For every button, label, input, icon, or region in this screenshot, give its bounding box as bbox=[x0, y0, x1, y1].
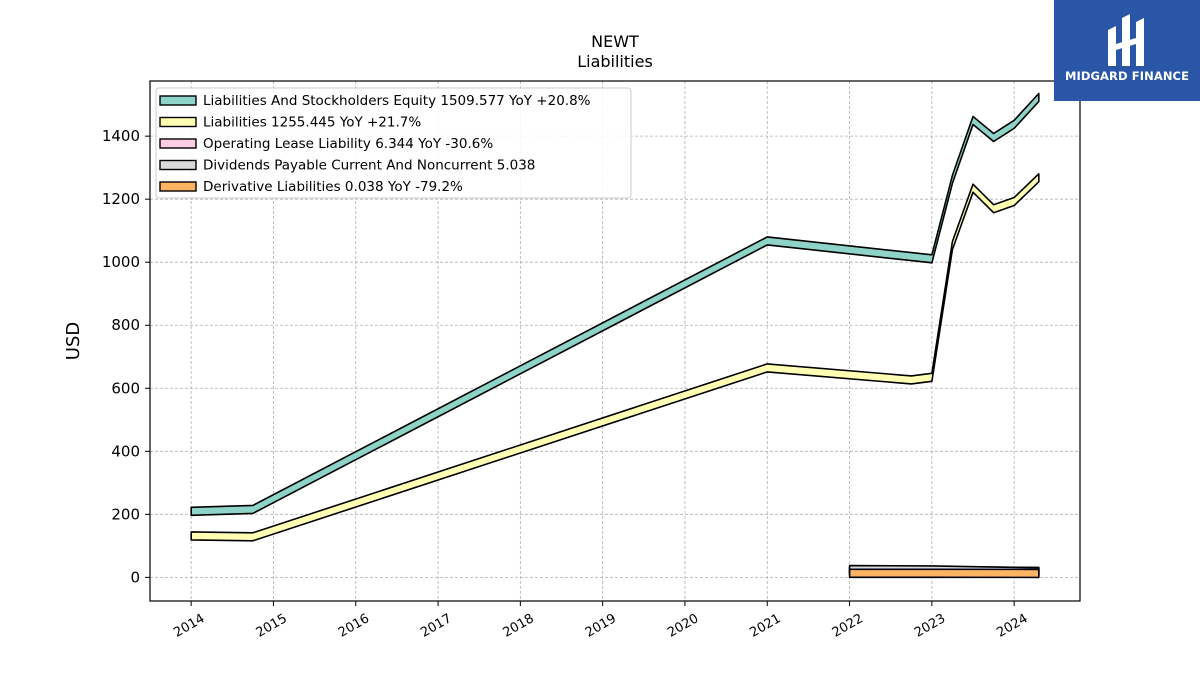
series-band bbox=[190, 92, 1040, 517]
x-tick-label: 2018 bbox=[501, 611, 537, 641]
legend-label: Derivative Liabilities 0.038 YoY -79.2% bbox=[203, 179, 463, 195]
logo-text: MIDGARD FINANCE bbox=[1064, 69, 1190, 83]
series-band bbox=[848, 568, 1040, 579]
x-tick-label: 2023 bbox=[912, 611, 948, 641]
legend-label: Liabilities 1255.445 YoY +21.7% bbox=[203, 115, 421, 131]
y-tick-label: 400 bbox=[111, 442, 140, 460]
y-tick-label: 600 bbox=[111, 379, 140, 397]
legend: Liabilities And Stockholders Equity 1509… bbox=[155, 87, 632, 199]
legend-label: Operating Lease Liability 6.344 YoY -30.… bbox=[203, 136, 493, 152]
y-tick-label: 0 bbox=[130, 568, 140, 586]
x-tick-label: 2015 bbox=[254, 611, 290, 641]
legend-swatch bbox=[159, 116, 197, 128]
x-tick-label: 2022 bbox=[830, 611, 866, 641]
y-tick-label: 1400 bbox=[102, 127, 140, 145]
series-fills bbox=[190, 92, 1040, 579]
logo-mark-icon bbox=[1108, 14, 1144, 66]
y-tick-label: 800 bbox=[111, 316, 140, 334]
chart-title: NEWT bbox=[591, 32, 639, 51]
x-tick-label: 2017 bbox=[418, 611, 454, 641]
series-band bbox=[190, 173, 1040, 542]
legend-label: Liabilities And Stockholders Equity 1509… bbox=[203, 93, 591, 109]
legend-swatch bbox=[159, 181, 197, 192]
y-axis-label: USD bbox=[63, 322, 84, 360]
x-tick-label: 2024 bbox=[994, 611, 1030, 641]
legend-swatch bbox=[159, 138, 197, 149]
plot-frame bbox=[149, 80, 1081, 602]
legend-swatch bbox=[159, 95, 197, 106]
x-axis: 2014 2015 2016 2017 2018 2019 2020 2021 2022 2023… bbox=[171, 601, 1030, 641]
y-axis: 0 200 400 600 800 1000 1200 1400 bbox=[102, 127, 150, 586]
x-tick-label: 2020 bbox=[665, 611, 701, 641]
x-tick-label: 2019 bbox=[583, 611, 619, 641]
legend-box bbox=[155, 87, 632, 199]
legend-label: Dividends Payable Current And Noncurrent… bbox=[203, 158, 535, 174]
x-tick-label: 2016 bbox=[336, 611, 372, 641]
chart-subtitle: Liabilities bbox=[577, 52, 653, 71]
y-tick-label: 1200 bbox=[102, 190, 140, 208]
y-tick-label: 200 bbox=[111, 505, 140, 523]
x-tick-label: 2021 bbox=[747, 611, 783, 641]
y-tick-label: 1000 bbox=[102, 253, 140, 271]
brand-logo: MIDGARD FINANCE bbox=[1054, 0, 1200, 101]
x-tick-label: 2014 bbox=[171, 611, 207, 641]
legend-swatch bbox=[159, 159, 197, 171]
series-line bbox=[191, 178, 1039, 537]
